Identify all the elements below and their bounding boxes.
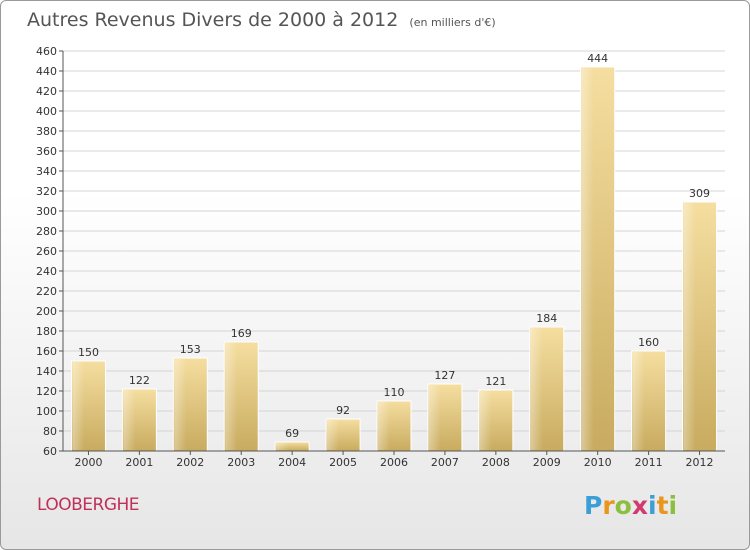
y-tick-label: 140 <box>36 365 57 378</box>
y-axis-ticks: 60 80 100 120 140 160 180 200 220 240 260 280 300 320… <box>36 45 63 458</box>
bar-highlight <box>530 328 543 450</box>
value-label: 160 <box>638 336 659 349</box>
bar-highlight <box>683 203 696 450</box>
x-tick-label: 2012 <box>686 456 714 469</box>
y-tick-label: 420 <box>36 85 57 98</box>
x-tick-label: 2009 <box>533 456 561 469</box>
logo-letter: o <box>614 491 632 520</box>
bar-highlight <box>479 391 492 450</box>
y-tick-label: 320 <box>36 185 57 198</box>
y-tick-label: 120 <box>36 385 57 398</box>
y-tick-label: 380 <box>36 125 57 138</box>
x-tick-label: 2011 <box>635 456 663 469</box>
commune-name: LOOBERGHE <box>37 495 140 515</box>
value-label: 121 <box>485 375 506 388</box>
value-label: 184 <box>536 312 557 325</box>
bar-highlight <box>174 359 187 450</box>
proxiti-logo: Proxiti <box>584 491 677 520</box>
x-tick-label: 2007 <box>431 456 459 469</box>
chart-title: Autres Revenus Divers de 2000 à 2012 <box>27 9 399 31</box>
y-tick-label: 160 <box>36 345 57 358</box>
bar-highlight <box>428 385 441 450</box>
chart-subtitle: (en milliers d'€) <box>409 16 496 29</box>
bar-highlight <box>225 343 238 450</box>
value-label: 444 <box>587 52 608 65</box>
logo-letter: x <box>631 491 648 520</box>
y-tick-label: 440 <box>36 65 57 78</box>
value-labels: 150 122 153 169 69 92 110 127 121 184 444 160 309 <box>78 52 710 440</box>
value-label: 110 <box>384 386 405 399</box>
y-tick-label: 340 <box>36 165 57 178</box>
y-tick-label: 220 <box>36 285 57 298</box>
y-tick-label: 460 <box>36 45 57 58</box>
value-label: 309 <box>689 187 710 200</box>
y-tick-label: 280 <box>36 225 57 238</box>
x-tick-label: 2006 <box>380 456 408 469</box>
bars <box>70 66 718 452</box>
logo-letter: P <box>584 491 603 520</box>
logo-letter: i <box>648 491 657 520</box>
x-axis-ticks: 2000 2001 2002 2003 2004 2005 2006 2007 2008 2009… <box>74 451 714 469</box>
y-tick-label: 200 <box>36 305 57 318</box>
y-tick-label: 360 <box>36 145 57 158</box>
value-label: 122 <box>129 374 150 387</box>
logo-letter: i <box>668 491 678 520</box>
value-label: 150 <box>78 346 99 359</box>
logo-letter: t <box>656 491 669 520</box>
x-tick-label: 2008 <box>482 456 510 469</box>
value-label: 92 <box>336 404 350 417</box>
bar-highlight <box>378 402 390 450</box>
x-tick-label: 2001 <box>125 456 153 469</box>
bar-highlight <box>72 362 85 450</box>
value-label: 169 <box>231 327 252 340</box>
bar-highlight <box>632 352 645 450</box>
y-tick-label: 400 <box>36 105 57 118</box>
x-tick-label: 2010 <box>584 456 612 469</box>
x-tick-label: 2003 <box>227 456 255 469</box>
y-tick-label: 300 <box>36 205 57 218</box>
bar-highlight <box>123 390 136 450</box>
y-tick-label: 100 <box>36 405 57 418</box>
y-tick-label: 260 <box>36 245 57 258</box>
x-tick-label: 2005 <box>329 456 357 469</box>
value-label: 69 <box>285 427 299 440</box>
y-tick-label: 60 <box>43 445 57 458</box>
value-label: 153 <box>180 343 201 356</box>
y-tick-label: 240 <box>36 265 57 278</box>
y-tick-label: 80 <box>43 425 57 438</box>
bar-highlight <box>327 420 339 450</box>
y-tick-label: 180 <box>36 325 57 338</box>
bar-highlight <box>581 68 594 450</box>
bar-highlight <box>276 443 289 450</box>
x-tick-label: 2004 <box>278 456 306 469</box>
logo-letter: r <box>602 491 615 520</box>
value-label: 127 <box>434 369 455 382</box>
x-tick-label: 2000 <box>74 456 102 469</box>
chart-title-line: Autres Revenus Divers de 2000 à 2012 (en… <box>27 9 496 31</box>
x-tick-label: 2002 <box>176 456 204 469</box>
